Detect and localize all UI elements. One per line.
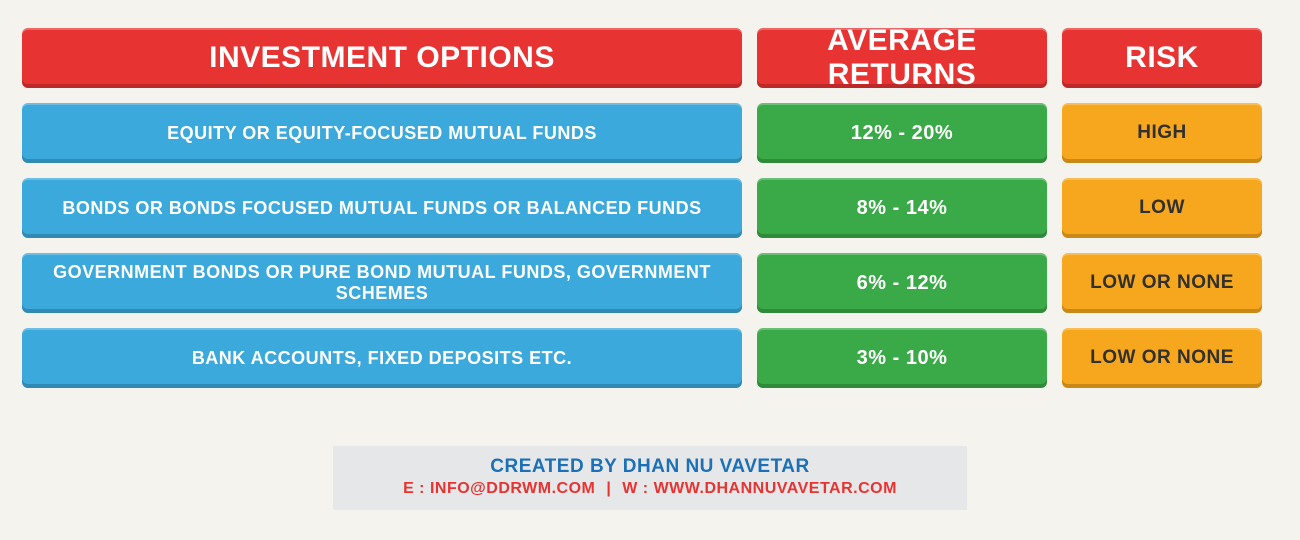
table-row: Government Bonds or Pure Bond Mutual Fun… [22, 253, 1278, 313]
cell-risk: Low or None [1062, 328, 1262, 388]
cell-risk: Low or None [1062, 253, 1262, 313]
footer-created-by: Created by Dhan Nu Vavetar [403, 456, 897, 478]
header-row: Investment Options Average Returns Risk [22, 28, 1278, 88]
cell-average-returns: 8% - 14% [757, 178, 1047, 238]
cell-average-returns: 6% - 12% [757, 253, 1047, 313]
cell-risk: Low [1062, 178, 1262, 238]
header-risk: Risk [1062, 28, 1262, 88]
cell-investment-option: Bonds or Bonds Focused Mutual Funds or B… [22, 178, 742, 238]
cell-investment-option: Government Bonds or Pure Bond Mutual Fun… [22, 253, 742, 313]
header-investment-options: Investment Options [22, 28, 742, 88]
cell-investment-option: Equity or Equity-Focused Mutual Funds [22, 103, 742, 163]
table-row: Equity or Equity-Focused Mutual Funds 12… [22, 103, 1278, 163]
footer-email: INFO@DDRWM.COM [430, 480, 595, 497]
footer-box: Created by Dhan Nu Vavetar E : INFO@DDRW… [333, 446, 967, 510]
header-average-returns: Average Returns [757, 28, 1047, 88]
footer-web: WWW.DHANNUVAVETAR.COM [654, 480, 897, 497]
investment-table: Investment Options Average Returns Risk … [22, 28, 1278, 388]
cell-average-returns: 12% - 20% [757, 103, 1047, 163]
footer-email-label: E : [403, 480, 430, 497]
table-row: Bank Accounts, Fixed Deposits Etc. 3% - … [22, 328, 1278, 388]
footer-contact: E : INFO@DDRWM.COM | W : WWW.DHANNUVAVET… [403, 480, 897, 498]
cell-average-returns: 3% - 10% [757, 328, 1047, 388]
cell-investment-option: Bank Accounts, Fixed Deposits Etc. [22, 328, 742, 388]
infographic-container: Investment Options Average Returns Risk … [0, 0, 1300, 388]
footer-web-label: W : [622, 480, 653, 497]
table-row: Bonds or Bonds Focused Mutual Funds or B… [22, 178, 1278, 238]
footer-separator: | [606, 480, 611, 497]
cell-risk: High [1062, 103, 1262, 163]
